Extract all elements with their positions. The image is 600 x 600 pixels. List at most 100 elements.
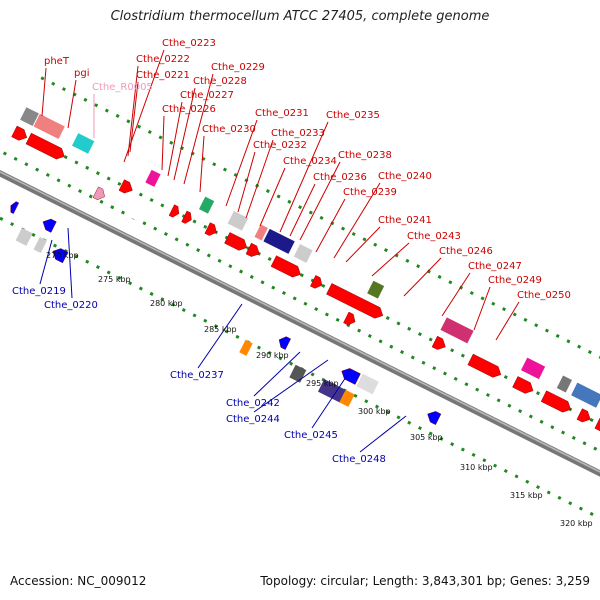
tick-label: 295 kbp	[306, 379, 339, 388]
gene-box	[227, 210, 249, 231]
gene-label: Cthe_0232	[253, 140, 307, 151]
gene-feature	[11, 125, 28, 141]
gene-feature	[440, 317, 474, 344]
label-leader	[167, 101, 183, 177]
gene-arrow	[576, 408, 591, 423]
gene-box	[293, 244, 313, 263]
gene-arrow	[467, 353, 502, 378]
gene-label: Cthe_0238	[338, 150, 392, 161]
label-leader	[161, 115, 165, 171]
gene-feature	[521, 357, 546, 380]
gene-feature	[293, 244, 313, 263]
gene-arrow	[594, 417, 600, 433]
gene-label: Cthe_0243	[407, 231, 461, 242]
label-leader	[197, 303, 243, 369]
gene-feature	[199, 196, 215, 214]
gene-feature	[42, 218, 57, 233]
label-leader	[299, 161, 341, 241]
tick-label: 275 kbp	[98, 275, 131, 284]
gene-box	[239, 339, 253, 356]
gene-labels: pheTpgiCthe_R0005Cthe_0221Cthe_0222Cthe_…	[12, 38, 571, 465]
gene-label: Cthe_0226	[162, 104, 216, 115]
gene-feature	[92, 186, 105, 201]
gene-arrow	[25, 132, 65, 160]
gene-label: Cthe_0250	[517, 290, 571, 301]
gene-label: Cthe_0223	[162, 38, 216, 49]
scale-dot-line	[40, 76, 600, 359]
gene-arrow	[118, 179, 133, 194]
gene-arrow	[11, 125, 28, 141]
genome-backbone	[0, 170, 600, 477]
gene-label: Cthe_0249	[488, 275, 542, 286]
gene-feature	[270, 255, 301, 278]
gene-feature	[263, 228, 295, 254]
label-leader	[311, 373, 349, 429]
gene-box	[339, 389, 355, 407]
gene-arrow	[224, 232, 248, 251]
gene-label: Cthe_0242	[226, 398, 280, 409]
gene-feature	[33, 113, 65, 139]
gene-arrow	[92, 186, 105, 201]
gene-box	[254, 224, 268, 241]
gene-feature	[227, 210, 249, 231]
gene-feature	[556, 375, 572, 393]
gene-box	[15, 227, 33, 246]
gene-feature	[128, 203, 144, 221]
gene-label: Cthe_0240	[378, 171, 432, 182]
label-leader	[123, 49, 165, 163]
gene-arrow	[310, 275, 323, 289]
kbp-tick-labels: 270 kbp 275 kbp 280 kbp 285 kbp 290 kbp 295 k…	[46, 251, 593, 528]
gene-feature	[356, 373, 379, 395]
gene-feature	[204, 222, 217, 236]
gene-feature	[427, 411, 442, 425]
gene-label: Cthe_0235	[326, 110, 380, 121]
label-leader	[289, 183, 316, 237]
gene-feature	[118, 179, 133, 194]
tick-label: 300 kbp	[358, 407, 391, 416]
label-leader	[371, 242, 410, 277]
gene-feature	[540, 390, 571, 413]
gene-feature	[431, 335, 446, 350]
gene-feature	[70, 230, 86, 248]
gene-label: Cthe_R0005	[92, 82, 153, 93]
tick-label: 290 kbp	[256, 351, 289, 360]
gene-feature	[25, 132, 65, 160]
gene-arrow	[245, 242, 260, 257]
gene-arrow	[278, 336, 291, 350]
gene-box	[556, 375, 572, 393]
tick-label: 305 kbp	[410, 433, 443, 442]
label-leader	[127, 65, 139, 157]
gene-arrow	[168, 204, 180, 218]
gene-label: Cthe_0219	[12, 286, 66, 297]
tick-label: 315 kbp	[510, 491, 543, 500]
gene-arrow	[427, 411, 442, 425]
gene-feature	[52, 248, 69, 264]
gene-box	[356, 373, 379, 395]
tick-label: 285 kbp	[204, 325, 237, 334]
gene-feature	[33, 236, 47, 254]
gene-arrow	[181, 210, 192, 224]
gene-feature	[343, 311, 356, 326]
gene-feature	[15, 227, 33, 246]
gene-feature	[245, 242, 260, 257]
gene-box	[199, 196, 215, 214]
gene-box	[367, 280, 385, 299]
gene-feature	[594, 417, 600, 433]
label-leader	[199, 135, 205, 193]
gene-feature	[278, 336, 291, 350]
gene-feature	[168, 204, 180, 218]
label-leader	[253, 351, 301, 397]
gene-box	[128, 203, 144, 221]
gene-feature	[224, 232, 248, 251]
gene-arrow	[42, 218, 57, 233]
gene-label: Cthe_0227	[180, 90, 234, 101]
gene-box	[20, 107, 39, 127]
label-leader	[315, 198, 346, 253]
label-leader	[245, 139, 274, 219]
map-title: Clostridium thermocellum ATCC 27405, com…	[110, 9, 490, 24]
gene-box	[440, 317, 474, 344]
gene-label: Cthe_0236	[313, 172, 367, 183]
gene-box	[72, 133, 95, 154]
gene-feature	[310, 275, 323, 289]
gene-feature	[367, 280, 385, 299]
